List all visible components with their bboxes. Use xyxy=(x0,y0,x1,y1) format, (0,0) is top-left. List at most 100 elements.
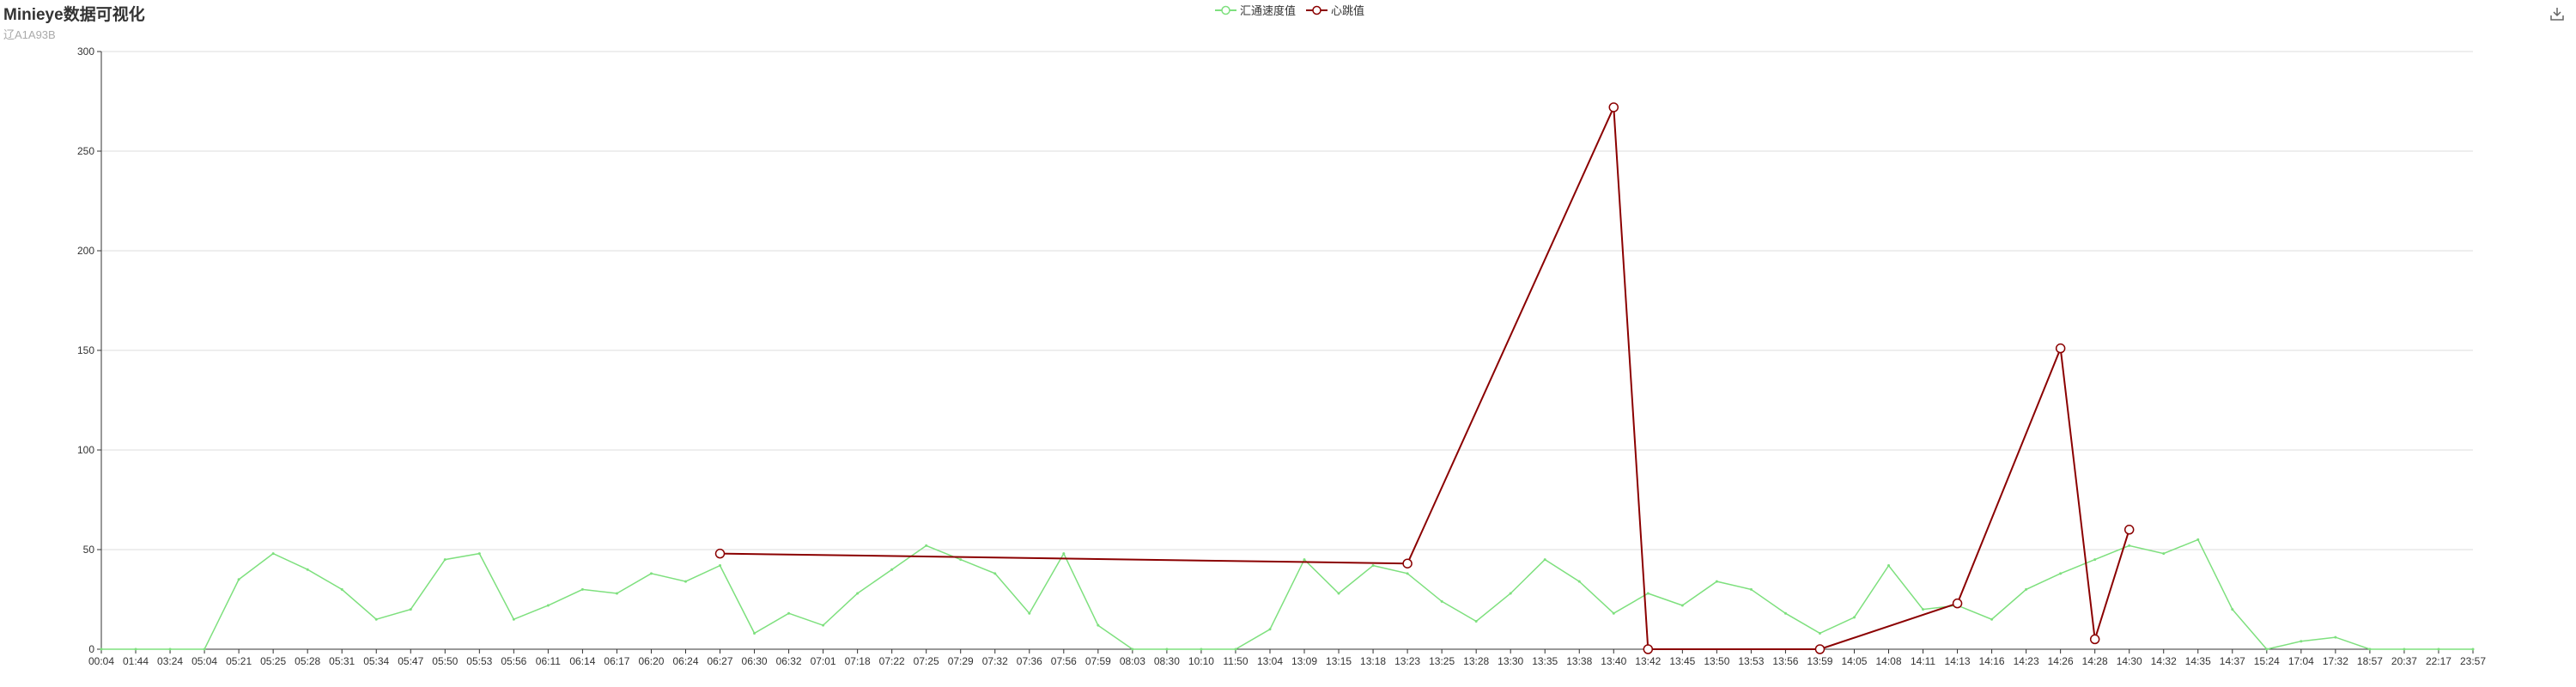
legend-item-speed[interactable]: 汇通速度值 xyxy=(1215,2,1296,18)
heartbeat-data-point xyxy=(1643,644,1654,654)
x-tick-label: 10:10 xyxy=(1188,655,1214,667)
heartbeat-data-point xyxy=(714,548,726,559)
x-tick-label: 22:17 xyxy=(2426,655,2451,667)
x-tick-label: 03:24 xyxy=(157,655,183,667)
x-tick-label: 07:25 xyxy=(914,655,939,667)
x-tick-label: 05:56 xyxy=(501,655,526,667)
y-tick-label: 100 xyxy=(77,444,94,456)
speed-data-point xyxy=(2334,635,2337,639)
speed-data-point xyxy=(271,552,275,556)
x-tick-label: 17:32 xyxy=(2323,655,2348,667)
speed-data-point xyxy=(2403,647,2406,651)
x-tick-label: 13:23 xyxy=(1394,655,1420,667)
x-tick-label: 07:29 xyxy=(948,655,974,667)
speed-data-point xyxy=(2265,647,2269,651)
x-tick-label: 13:15 xyxy=(1326,655,1352,667)
speed-series-line xyxy=(101,538,2473,650)
x-tick-label: 11:50 xyxy=(1223,655,1248,667)
x-tick-label: 00:04 xyxy=(88,655,114,667)
speed-data-point xyxy=(925,544,928,547)
legend-speed-icon xyxy=(1215,5,1236,15)
legend-speed-label: 汇通速度值 xyxy=(1240,4,1297,17)
speed-data-point xyxy=(649,572,653,575)
save-as-image-icon[interactable] xyxy=(2549,5,2566,22)
x-tick-label: 23:57 xyxy=(2460,655,2486,667)
legend-heartbeat-label: 心跳值 xyxy=(1331,4,1365,17)
x-tick-label: 05:04 xyxy=(191,655,217,667)
heartbeat-series-line xyxy=(720,106,2130,650)
speed-data-point xyxy=(546,604,550,607)
speed-data-point xyxy=(1818,631,1821,635)
x-tick-label: 13:28 xyxy=(1463,655,1489,667)
x-tick-label: 06:27 xyxy=(708,655,733,667)
x-tick-label: 14:37 xyxy=(2220,655,2245,667)
x-tick-label: 07:32 xyxy=(982,655,1008,667)
speed-data-point xyxy=(2196,538,2200,541)
x-tick-label: 06:32 xyxy=(776,655,802,667)
speed-data-point xyxy=(168,647,172,651)
x-tick-label: 13:25 xyxy=(1429,655,1455,667)
x-tick-label: 06:14 xyxy=(569,655,595,667)
x-tick-label: 18:57 xyxy=(2357,655,2383,667)
speed-data-point xyxy=(2471,647,2475,651)
x-tick-label: 06:17 xyxy=(604,655,629,667)
speed-data-point xyxy=(2231,608,2234,611)
speed-data-point xyxy=(443,558,447,562)
x-tick-label: 14:32 xyxy=(2151,655,2177,667)
speed-data-point xyxy=(753,631,756,635)
speed-data-point xyxy=(2300,640,2303,643)
x-tick-label: 05:50 xyxy=(432,655,458,667)
x-tick-label: 17:04 xyxy=(2288,655,2314,667)
y-tick-label: 200 xyxy=(77,245,94,257)
x-tick-label: 13:40 xyxy=(1601,655,1626,667)
x-tick-label: 05:21 xyxy=(226,655,252,667)
speed-data-point xyxy=(134,647,137,651)
x-tick-label: 14:13 xyxy=(1945,655,1971,667)
speed-data-point xyxy=(1852,616,1856,619)
x-tick-label: 07:22 xyxy=(879,655,905,667)
x-tick-label: 06:11 xyxy=(536,655,561,667)
speed-data-point xyxy=(1646,592,1649,595)
speed-data-point xyxy=(580,587,584,591)
y-tick-label: 300 xyxy=(77,46,94,58)
speed-data-point xyxy=(477,552,481,556)
x-tick-label: 15:24 xyxy=(2254,655,2280,667)
heartbeat-data-point xyxy=(1952,598,1963,609)
speed-data-point xyxy=(2025,587,2028,591)
speed-data-point xyxy=(1406,572,1409,575)
speed-data-point xyxy=(340,587,343,591)
speed-data-point xyxy=(2128,544,2131,547)
x-tick-label: 14:23 xyxy=(2014,655,2039,667)
x-tick-label: 05:25 xyxy=(260,655,286,667)
legend-item-heartbeat[interactable]: 心跳值 xyxy=(1306,2,1364,18)
speed-data-point xyxy=(1783,611,1787,615)
speed-data-point xyxy=(1509,592,1512,595)
x-tick-label: 14:05 xyxy=(1841,655,1867,667)
heartbeat-data-point xyxy=(1814,644,1826,654)
x-tick-label: 06:30 xyxy=(742,655,768,667)
x-tick-label: 14:26 xyxy=(2048,655,2074,667)
speed-data-point xyxy=(719,564,722,568)
x-tick-label: 14:30 xyxy=(2117,655,2142,667)
speed-data-point xyxy=(993,572,997,575)
chart-subtitle: 辽A1A93B xyxy=(3,28,56,41)
speed-data-point xyxy=(1990,617,1994,621)
speed-data-point xyxy=(1234,647,1237,651)
x-tick-label: 13:50 xyxy=(1704,655,1729,667)
x-tick-label: 05:53 xyxy=(466,655,492,667)
x-tick-label: 13:56 xyxy=(1772,655,1798,667)
x-tick-label: 14:28 xyxy=(2082,655,2108,667)
speed-data-point xyxy=(1922,608,1925,611)
speed-data-point xyxy=(512,617,515,621)
speed-data-point xyxy=(2368,647,2372,651)
speed-data-point xyxy=(1062,552,1066,556)
y-tick-label: 150 xyxy=(77,344,94,356)
x-tick-label: 13:53 xyxy=(1738,655,1764,667)
speed-data-point xyxy=(374,617,378,621)
x-tick-label: 13:38 xyxy=(1566,655,1592,667)
x-tick-label: 20:37 xyxy=(2391,655,2417,667)
x-tick-label: 14:08 xyxy=(1875,655,1901,667)
x-tick-label: 13:59 xyxy=(1807,655,1832,667)
speed-data-point xyxy=(306,568,309,571)
